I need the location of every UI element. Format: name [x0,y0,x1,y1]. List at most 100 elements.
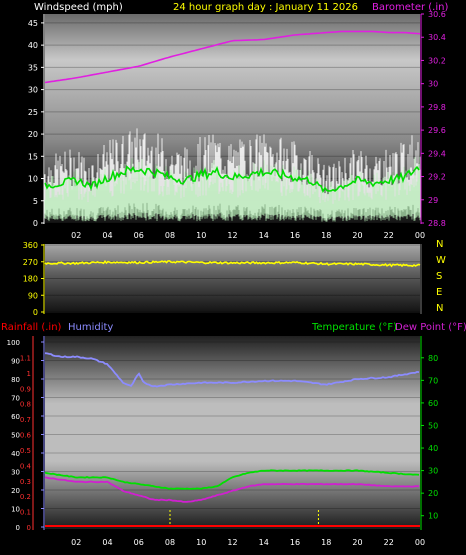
wind-tick-label: 10 [28,175,38,184]
compass-letter: S [436,271,442,282]
direction-tick-label: 90 [28,291,38,300]
temp-tick-label: 10 [428,512,438,521]
hour-tick-label: 14 [259,538,269,547]
humidity-tick-label: 80 [11,376,20,384]
humidity-tick-label: 0 [16,524,20,532]
hour-tick-label: 16 [290,231,300,240]
wind-tick-label: 15 [28,152,38,161]
hour-tick-label: 04 [102,231,112,240]
hour-tick-label: 18 [321,231,331,240]
humidity-tick-label: 100 [7,339,20,347]
hour-tick-label: 00 [415,538,425,547]
hour-tick-label: 06 [134,538,144,547]
barometer-right-ticks: 28.8 29 29.2 29.4 29.6 29.8 30 30.2 30.4 30.6 [421,10,446,228]
temp-tick-label: 30 [428,467,438,476]
hour-tick-label: 12 [227,231,237,240]
temp-tick-label: 80 [428,354,438,363]
direction-line [44,260,421,268]
rain-tick-label: 0.2 [20,493,31,501]
barometer-tick-label: 29.8 [428,103,446,112]
wind-tick-label: 0 [33,219,38,228]
wind-average-line [44,165,420,194]
rain-tick-label: 0.7 [20,416,31,424]
humidity-tick-label: 10 [11,506,20,514]
temp-tick-label: 60 [428,399,438,408]
rain-tick-label: 0.5 [20,447,31,455]
rain-tick-label: 0.8 [20,401,31,409]
wind-barometer-panel: Windspeed (mph) 24 hour graph day : Janu… [28,2,449,240]
rain-tick-label: 1 [27,370,31,378]
wind-tick-label: 30 [28,86,38,95]
direction-ticks: 0 90 180 270 360 [23,241,44,317]
hour-tick-label: 00 [415,231,425,240]
wind-tick-label: 45 [28,19,38,28]
temp-tick-label: 40 [428,444,438,453]
humidity-label: Humidity [68,322,113,333]
temp-plot-area [45,336,420,529]
rain-tick-label: 1.1 [20,354,31,362]
rain-tick-label: 0.6 [20,432,32,440]
barometer-tick-label: 30 [428,80,438,89]
hour-tick-label: 08 [165,538,175,547]
humidity-line [44,352,420,388]
hour-tick-label: 10 [196,538,206,547]
windspeed-trace [44,128,421,222]
wind-tick-label: 5 [33,197,38,206]
dewpoint-line [44,476,420,503]
humidity-tick-label: 70 [11,395,20,403]
compass-letter: N [436,239,443,250]
humidity-tick-label: 60 [11,413,20,421]
temperature-label: Temperature (°F) [311,322,397,333]
direction-plot-area [45,244,420,313]
wind-x-ticks: 02 04 06 08 10 12 14 16 18 20 22 00 [71,231,425,240]
rain-tick-label: 0.1 [20,509,31,517]
compass-letter: N [436,303,443,314]
barometer-tick-label: 29.4 [428,149,446,158]
temperature-line [44,469,420,490]
direction-trace [44,260,421,268]
wind-tick-label: 40 [28,41,38,50]
direction-tick-label: 270 [23,258,38,267]
direction-tick-label: 180 [23,275,38,284]
compass-letter: E [436,287,442,298]
humidity-tick-label: 20 [11,487,20,495]
hour-tick-label: 14 [259,231,269,240]
temp-tick-label: 50 [428,421,438,430]
hour-tick-label: 10 [196,231,206,240]
barometer-tick-label: 29.6 [428,126,446,135]
hour-tick-label: 20 [352,538,362,547]
barometer-trace [44,30,421,84]
rain-tick-label: 0 [27,524,31,532]
direction-tick-label: 360 [23,241,38,250]
humidity-tick-label: 50 [11,432,20,440]
windspeed-label: Windspeed (mph) [34,2,123,13]
rain-tick-label: 0.3 [20,478,31,486]
temp-x-ticks: 02 04 06 08 10 12 14 16 18 20 22 00 [71,538,425,547]
hour-tick-label: 16 [290,538,300,547]
rain-tick-label: 0.4 [20,462,32,470]
wind-tick-label: 25 [28,108,38,117]
barometer-line [44,30,421,84]
barometer-label: Barometer (.in) [372,2,448,13]
hour-tick-label: 22 [384,231,394,240]
barometer-tick-label: 28.8 [428,219,446,228]
humidity-tick-label: 90 [11,358,20,366]
hour-tick-label: 02 [71,231,81,240]
hour-tick-label: 20 [352,231,362,240]
hour-tick-label: 22 [384,538,394,547]
wind-tick-label: 35 [28,63,38,72]
hour-tick-label: 02 [71,538,81,547]
barometer-tick-label: 30.2 [428,56,446,65]
barometer-tick-label: 29.2 [428,173,446,182]
hour-tick-label: 12 [227,538,237,547]
compass-letter: W [436,255,446,266]
dewpoint-label: Dew Point (°F) [395,322,466,333]
hour-tick-label: 18 [321,538,331,547]
humidity-tick-label: 30 [11,469,20,477]
chart-title: 24 hour graph day : January 11 2026 [173,2,358,13]
hour-tick-label: 04 [102,538,112,547]
rain-tick-label: 0.9 [20,385,31,393]
